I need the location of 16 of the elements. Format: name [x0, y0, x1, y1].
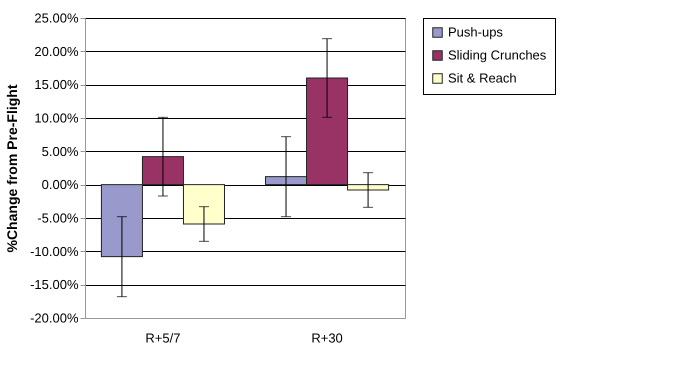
x-tick-label: R+30 — [311, 330, 343, 346]
y-tick-label: 25.00% — [34, 10, 79, 26]
y-tick-label: 20.00% — [34, 44, 79, 59]
legend-label: Sit & Reach — [448, 70, 517, 86]
y-axis-title: %Change from Pre-Flight — [4, 84, 20, 253]
x-tick-label: R+5/7 — [145, 330, 180, 346]
y-tick-label: -20.00% — [30, 310, 79, 326]
legend-label: Push-ups — [448, 24, 504, 40]
y-tick-label: 10.00% — [34, 110, 79, 126]
y-tick-label: -15.00% — [30, 277, 79, 292]
y-tick-label: 15.00% — [34, 77, 79, 92]
y-tick-label: -5.00% — [37, 210, 79, 226]
y-tick-label: -10.00% — [30, 244, 79, 259]
y-tick-label: 0.00% — [42, 177, 79, 192]
legend-label: Sliding Crunches — [448, 48, 547, 62]
y-tick-label: 5.00% — [42, 144, 79, 159]
